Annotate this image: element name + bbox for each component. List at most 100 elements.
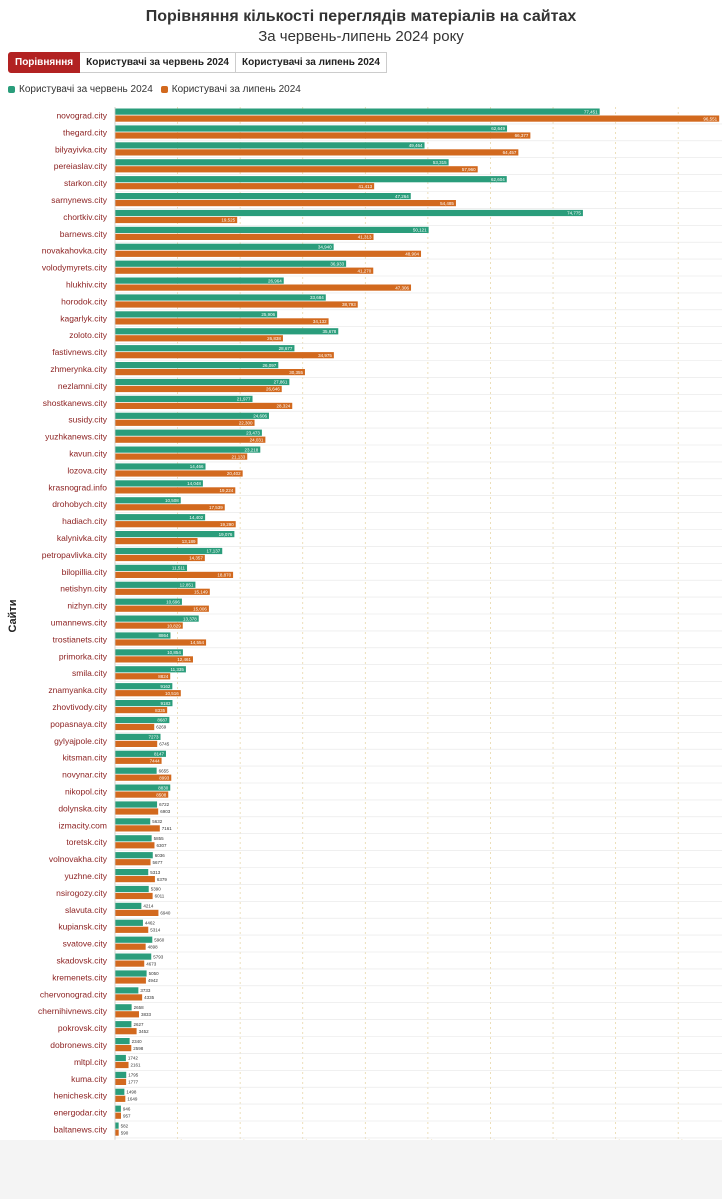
tab-comparison[interactable]: Порівняння	[8, 52, 81, 73]
bar-july[interactable]	[115, 892, 153, 900]
bar-july[interactable]	[115, 470, 243, 477]
bar-june[interactable]	[115, 429, 262, 436]
bar-june[interactable]	[115, 581, 196, 588]
bar-june[interactable]	[115, 362, 279, 369]
bar-july[interactable]	[115, 825, 160, 832]
bar-june[interactable]	[115, 919, 143, 926]
bar-july[interactable]	[115, 842, 155, 849]
bar-june[interactable]	[115, 514, 206, 521]
bar-july[interactable]	[115, 605, 209, 612]
bar-july[interactable]	[115, 216, 238, 224]
bar-june[interactable]	[115, 1021, 132, 1028]
bar-june[interactable]	[115, 463, 206, 470]
bar-june[interactable]	[115, 649, 183, 656]
bar-july[interactable]	[115, 1028, 137, 1035]
bar-june[interactable]	[115, 801, 158, 808]
bar-june[interactable]	[115, 378, 290, 386]
bar-july[interactable]	[115, 994, 143, 1001]
bar-july[interactable]	[115, 301, 358, 308]
bar-june[interactable]	[115, 666, 186, 673]
bar-june[interactable]	[115, 193, 411, 200]
bar-june[interactable]	[115, 970, 147, 977]
tab-july-users[interactable]: Користувачі за липень 2024	[236, 52, 387, 73]
bar-june[interactable]	[115, 260, 347, 267]
bar-july[interactable]	[115, 656, 193, 663]
bar-july[interactable]	[115, 183, 375, 190]
bar-july[interactable]	[115, 1011, 139, 1018]
bar-june[interactable]	[115, 395, 253, 402]
bar-june[interactable]	[115, 1088, 125, 1095]
bar-july[interactable]	[115, 250, 422, 257]
bar-june[interactable]	[115, 885, 149, 893]
bar-july[interactable]	[115, 1061, 129, 1069]
bar-july[interactable]	[115, 774, 172, 781]
bar-june[interactable]	[115, 108, 600, 115]
bar-july[interactable]	[115, 436, 266, 443]
legend-item-july[interactable]: Користувачі за липень 2024	[160, 84, 301, 95]
bar-july[interactable]	[115, 402, 293, 409]
bar-june[interactable]	[115, 125, 508, 132]
bar-july[interactable]	[115, 284, 412, 291]
bar-june[interactable]	[115, 818, 151, 825]
bar-july[interactable]	[115, 1045, 132, 1052]
bar-july[interactable]	[115, 1112, 121, 1119]
bar-july[interactable]	[115, 554, 205, 562]
bar-july[interactable]	[115, 352, 334, 359]
bar-july[interactable]	[115, 791, 169, 798]
bar-july[interactable]	[115, 166, 478, 173]
bar-july[interactable]	[115, 639, 207, 646]
bar-june[interactable]	[115, 328, 339, 335]
bar-july[interactable]	[115, 1095, 126, 1102]
bar-june[interactable]	[115, 412, 269, 419]
bar-june[interactable]	[115, 159, 449, 166]
bar-july[interactable]	[115, 673, 171, 680]
bar-june[interactable]	[115, 598, 182, 605]
bar-june[interactable]	[115, 852, 153, 859]
bar-june[interactable]	[115, 531, 235, 538]
bar-june[interactable]	[115, 226, 429, 233]
bar-june[interactable]	[115, 243, 334, 250]
bar-june[interactable]	[115, 835, 152, 842]
bar-june[interactable]	[115, 294, 326, 301]
bar-june[interactable]	[115, 277, 284, 284]
bar-july[interactable]	[115, 960, 145, 967]
bar-june[interactable]	[115, 547, 223, 555]
bar-july[interactable]	[115, 707, 168, 714]
bar-july[interactable]	[115, 757, 162, 764]
bar-june[interactable]	[115, 497, 181, 504]
bar-july[interactable]	[115, 521, 236, 528]
bar-july[interactable]	[115, 926, 149, 933]
bar-june[interactable]	[115, 446, 261, 453]
bar-june[interactable]	[115, 683, 173, 690]
bar-june[interactable]	[115, 480, 203, 487]
bar-july[interactable]	[115, 385, 282, 393]
bar-july[interactable]	[115, 132, 531, 139]
bar-june[interactable]	[115, 632, 171, 639]
legend-item-june[interactable]: Користувачі за червень 2024	[8, 84, 153, 95]
bar-june[interactable]	[115, 1105, 121, 1112]
bar-june[interactable]	[115, 750, 166, 757]
bar-july[interactable]	[115, 571, 234, 578]
bar-july[interactable]	[115, 1129, 119, 1136]
bar-july[interactable]	[115, 1078, 127, 1085]
bar-july[interactable]	[115, 859, 151, 866]
bar-june[interactable]	[115, 1004, 132, 1011]
bar-july[interactable]	[115, 909, 159, 916]
bar-july[interactable]	[115, 115, 720, 122]
bar-july[interactable]	[115, 419, 255, 426]
bar-june[interactable]	[115, 869, 149, 876]
bar-july[interactable]	[115, 977, 146, 984]
bar-july[interactable]	[115, 876, 155, 883]
bar-july[interactable]	[115, 369, 305, 376]
bar-june[interactable]	[115, 615, 199, 622]
bar-july[interactable]	[115, 335, 283, 342]
bar-july[interactable]	[115, 149, 519, 156]
bar-july[interactable]	[115, 233, 374, 240]
bar-june[interactable]	[115, 176, 507, 183]
bar-july[interactable]	[115, 538, 198, 545]
bar-july[interactable]	[115, 740, 158, 747]
bar-june[interactable]	[115, 1122, 119, 1129]
bar-june[interactable]	[115, 716, 170, 724]
bar-june[interactable]	[115, 564, 188, 571]
bar-june[interactable]	[115, 767, 157, 774]
